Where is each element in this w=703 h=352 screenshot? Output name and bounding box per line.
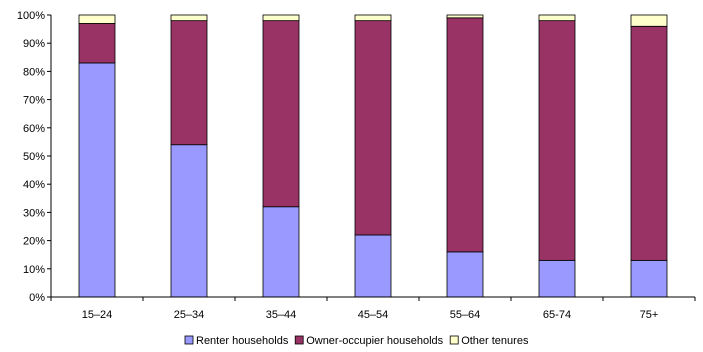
y-tick-label: 70% [23,95,45,107]
bar-segment-2-1 [78,23,116,64]
bar-segment-3-4 [354,14,392,22]
bar-segment-2-2 [170,20,208,146]
bar-segment-2-6 [538,20,576,261]
legend-swatch-3 [449,335,459,345]
y-axis: 0% 10% 20% 30% 40% 50% 60% 70% 80% 90% 100% [17,10,52,304]
bar-segment-3-5 [446,14,484,19]
bar-segment-3-1 [78,14,116,24]
y-tick-label: 10% [23,264,45,276]
x-tick-label: 45–54 [358,309,389,321]
bar-segment-1-7 [630,259,668,298]
bar-segment-3-7 [630,14,668,27]
bar-segment-2-3 [262,20,300,208]
legend-label-2: Owner-occupier households [306,335,443,347]
legend-swatch-2 [294,335,304,345]
bar-segment-3-6 [538,14,576,22]
legend: Renter households Owner-occupier househol… [184,335,529,347]
x-tick-label: 25–34 [174,309,205,321]
legend-swatch-1 [184,335,194,345]
x-tick-label: 75+ [640,309,659,321]
y-tick-label: 60% [23,123,45,135]
bar-segment-3-2 [170,14,208,22]
x-tick-label: 65-74 [543,309,571,321]
bar-segment-1-1 [78,62,116,298]
bar-segment-1-5 [446,251,484,298]
x-tick-label: 35–44 [266,309,297,321]
y-tick-label: 50% [23,151,45,163]
x-axis: 15–24 25–34 35–44 45–54 55–64 65-74 75+ [50,296,696,321]
bar-segment-1-4 [354,234,392,298]
y-tick-label: 20% [23,236,45,248]
y-tick-label: 40% [23,179,45,191]
y-tick-label: 0% [29,292,45,304]
bar-segment-1-2 [170,144,208,298]
y-tick-label: 100% [17,10,45,22]
x-tick-label: 55–64 [450,309,481,321]
y-tick-label: 80% [23,66,45,78]
bar-segment-3-3 [262,14,300,22]
bar-segment-2-7 [630,25,668,261]
x-tick-label: 15–24 [82,309,113,321]
y-tick-label: 30% [23,207,45,219]
bar-segment-1-3 [262,206,300,298]
legend-label-1: Renter households [196,335,289,347]
legend-label-3: Other tenures [461,335,529,347]
y-tick-label: 90% [23,38,45,50]
bar-segment-2-4 [354,20,392,236]
plot-area [78,14,668,298]
bar-segment-2-5 [446,17,484,253]
bar-segment-1-6 [538,259,576,298]
